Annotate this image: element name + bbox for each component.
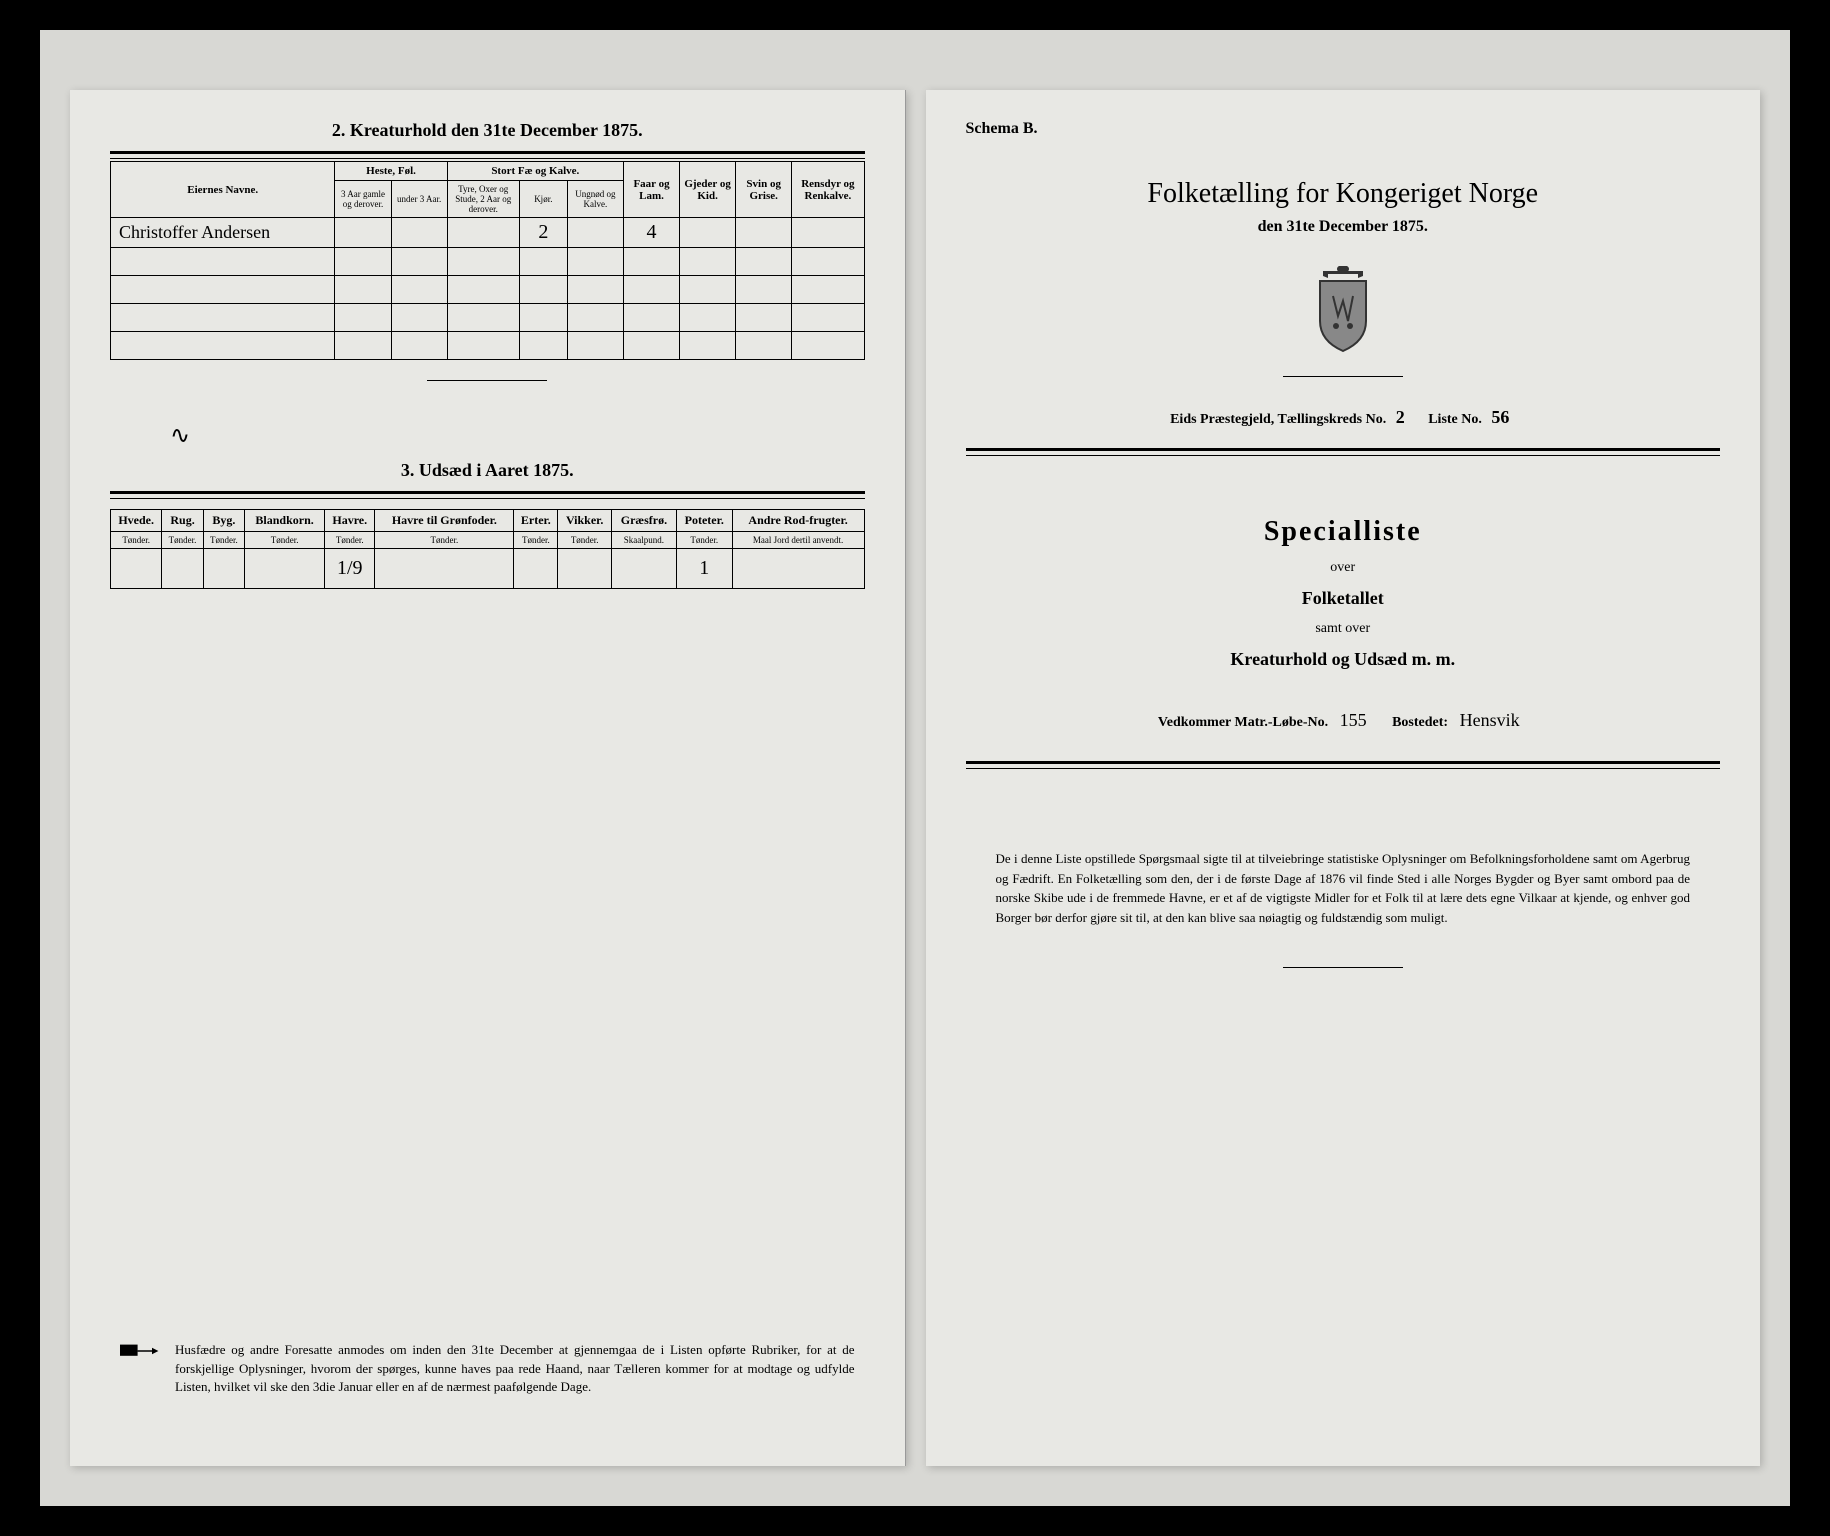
vedk-place: Hensvik — [1460, 710, 1520, 730]
table-row: Christoffer Andersen 2 4 — [111, 218, 865, 248]
cell-poteter: 1 — [676, 549, 732, 589]
vedk-no: 155 — [1340, 710, 1367, 730]
col-andre: Andre Rod-frugter. — [732, 510, 864, 532]
col-havre: Havre. — [325, 510, 375, 532]
col-reindeer: Rensdyr og Renkalve. — [792, 162, 864, 218]
col-rug: Rug. — [162, 510, 203, 532]
col-horse: Heste, Føl. — [335, 162, 447, 181]
right-paragraph: De i denne Liste opstillede Spørgsmaal s… — [966, 849, 1721, 927]
main-title: Folketælling for Kongeriget Norge — [966, 178, 1721, 210]
col-graesfro: Græsfrø. — [612, 510, 677, 532]
cell-havre: 1/9 — [325, 549, 375, 589]
parish-list-value: 56 — [1491, 407, 1509, 427]
col-owner: Eiernes Navne. — [111, 162, 335, 218]
schema-label: Schema B. — [966, 120, 1721, 138]
table-row — [111, 276, 865, 304]
vedk-bostedet: Bostedet: — [1392, 715, 1448, 730]
col-erter: Erter. — [514, 510, 558, 532]
col-cattle-sub2: Kjør. — [519, 181, 567, 218]
footnote-text: Husfædre og andre Foresatte anmodes om i… — [175, 1341, 855, 1396]
col-blandkorn: Blandkorn. — [245, 510, 325, 532]
udsaed-table: Hvede. Rug. Byg. Blandkorn. Havre. Havre… — [110, 509, 865, 589]
col-cattle-sub1: Tyre, Oxer og Stude, 2 Aar og derover. — [447, 181, 519, 218]
pointing-hand-icon — [120, 1341, 160, 1361]
col-goat: Gjeder og Kid. — [680, 162, 736, 218]
parish-kreds-value: 2 — [1396, 407, 1405, 427]
parish-line: Eids Præstegjeld, Tællingskreds No. 2 Li… — [966, 407, 1721, 428]
col-byg: Byg. — [203, 510, 244, 532]
col-cattle: Stort Fæ og Kalve. — [447, 162, 623, 181]
spec-kreatur: Kreaturhold og Udsæd m. m. — [966, 649, 1721, 670]
specialliste-block: Specialliste over Folketallet samt over … — [966, 516, 1721, 670]
vedkommer-line: Vedkommer Matr.-Løbe-No. 155 Bostedet: H… — [966, 710, 1721, 731]
spec-samt: samt over — [966, 621, 1721, 637]
col-cattle-sub3: Ungnød og Kalve. — [567, 181, 623, 218]
col-sheep: Faar og Lam. — [623, 162, 679, 218]
right-page: Schema B. Folketælling for Kongeriget No… — [926, 90, 1761, 1466]
footnote: Husfædre og andre Foresatte anmodes om i… — [120, 1341, 855, 1396]
col-poteter: Poteter. — [676, 510, 732, 532]
col-vikker: Vikker. — [558, 510, 612, 532]
coat-of-arms-icon — [1308, 266, 1378, 356]
owner-name: Christoffer Andersen — [111, 218, 335, 248]
cell-kjor: 2 — [519, 218, 567, 248]
kreaturhold-table: Eiernes Navne. Heste, Føl. Stort Fæ og K… — [110, 161, 865, 360]
section2-title: 2. Kreaturhold den 31te December 1875. — [110, 120, 865, 141]
col-havre-gron: Havre til Grønfoder. — [375, 510, 514, 532]
subtitle-date: den 31te December 1875. — [966, 218, 1721, 236]
cell-sheep: 4 — [623, 218, 679, 248]
parish-prefix: Eids Præstegjeld, Tællingskreds No. — [1170, 412, 1386, 427]
section3-title: 3. Udsæd i Aaret 1875. — [110, 460, 865, 481]
spec-folketallet: Folketallet — [966, 588, 1721, 609]
table-row — [111, 332, 865, 360]
col-hvede: Hvede. — [111, 510, 162, 532]
table-row: 1/9 1 — [111, 549, 865, 589]
col-pig: Svin og Grise. — [736, 162, 792, 218]
spec-title: Specialliste — [966, 516, 1721, 548]
spec-over: over — [966, 560, 1721, 576]
col-horse-sub2: under 3 Aar. — [391, 181, 447, 218]
scan-frame: 2. Kreaturhold den 31te December 1875. E… — [40, 30, 1790, 1506]
parish-list-prefix: Liste No. — [1428, 412, 1482, 427]
vedk-prefix: Vedkommer Matr.-Løbe-No. — [1158, 715, 1328, 730]
ink-mark: ∿ — [170, 421, 865, 450]
left-page: 2. Kreaturhold den 31te December 1875. E… — [70, 90, 906, 1466]
table-row — [111, 304, 865, 332]
col-horse-sub1: 3 Aar gamle og derover. — [335, 181, 391, 218]
table-row — [111, 248, 865, 276]
